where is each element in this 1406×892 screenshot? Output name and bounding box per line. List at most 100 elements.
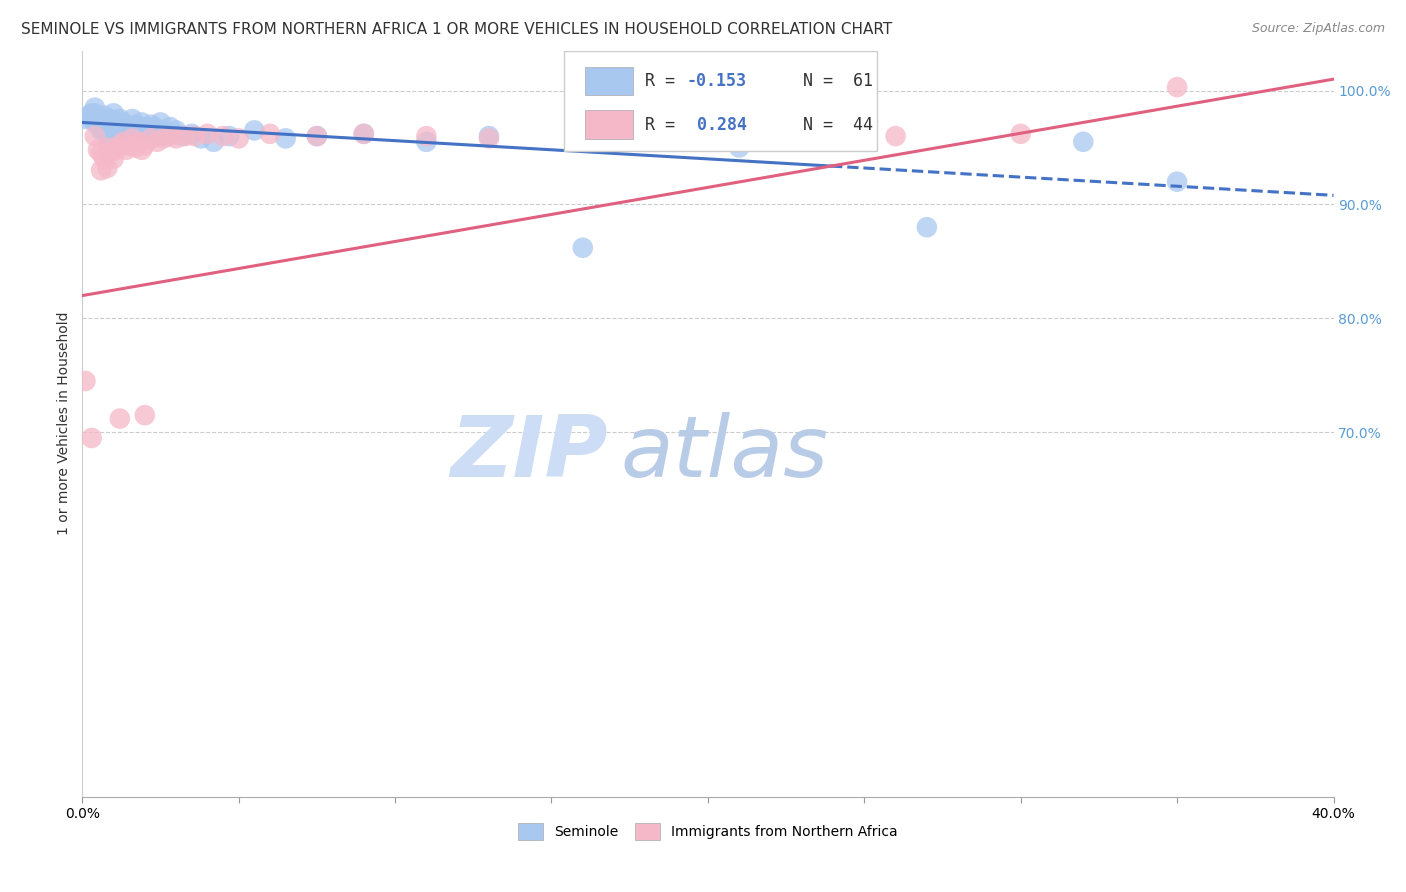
Point <box>96 140 118 154</box>
Point <box>353 127 375 141</box>
Point <box>131 143 153 157</box>
Point <box>305 129 328 144</box>
Point <box>1166 175 1188 189</box>
Text: R =: R = <box>645 72 685 90</box>
FancyBboxPatch shape <box>585 111 633 139</box>
Point <box>197 127 219 141</box>
Point <box>103 152 125 166</box>
Point <box>165 123 187 137</box>
Point <box>90 115 112 129</box>
Point <box>243 123 266 137</box>
Point <box>90 146 112 161</box>
Point <box>83 129 105 144</box>
Point <box>571 127 593 141</box>
Point <box>118 127 141 141</box>
Point <box>159 129 181 144</box>
Text: atlas: atlas <box>620 412 828 495</box>
Point <box>96 127 118 141</box>
Point <box>139 131 162 145</box>
Point <box>172 129 194 144</box>
Point <box>121 123 143 137</box>
Point <box>90 123 112 137</box>
Point <box>180 127 202 141</box>
Point <box>83 115 105 129</box>
Point <box>96 118 118 132</box>
Point <box>83 106 105 120</box>
Point <box>93 123 115 137</box>
Point <box>105 143 128 157</box>
Point <box>111 115 134 129</box>
Point <box>159 120 181 134</box>
Point <box>218 129 240 144</box>
Point <box>146 129 169 144</box>
Text: Source: ZipAtlas.com: Source: ZipAtlas.com <box>1251 22 1385 36</box>
Point <box>1166 80 1188 95</box>
Point <box>115 126 138 140</box>
Point <box>80 431 103 445</box>
Point <box>478 131 501 145</box>
Text: R =: R = <box>645 116 685 134</box>
Point <box>665 129 688 144</box>
Point <box>571 241 593 255</box>
Point <box>90 163 112 178</box>
Point <box>111 123 134 137</box>
Point <box>353 127 375 141</box>
Text: ZIP: ZIP <box>450 412 607 495</box>
Point <box>136 123 159 137</box>
Point <box>728 140 751 154</box>
Point <box>128 120 150 134</box>
Point <box>108 411 131 425</box>
Point <box>87 143 110 157</box>
Text: -0.153: -0.153 <box>686 72 747 90</box>
Point <box>75 374 97 388</box>
FancyBboxPatch shape <box>585 67 633 95</box>
Point <box>415 129 437 144</box>
Point <box>212 129 235 144</box>
Point <box>134 138 156 153</box>
Point <box>139 118 162 132</box>
Point <box>190 131 212 145</box>
Point <box>100 146 122 161</box>
Point <box>108 138 131 153</box>
Point <box>152 123 174 137</box>
Point <box>103 118 125 132</box>
Point <box>274 131 297 145</box>
Point <box>80 112 103 126</box>
Point <box>149 115 172 129</box>
Point <box>143 120 166 134</box>
Point <box>100 112 122 126</box>
Point <box>83 101 105 115</box>
Point <box>305 129 328 144</box>
Y-axis label: 1 or more Vehicles in Household: 1 or more Vehicles in Household <box>58 312 72 535</box>
Point <box>118 138 141 153</box>
Text: N =  61: N = 61 <box>783 72 873 90</box>
Point <box>105 123 128 137</box>
Point <box>93 152 115 166</box>
Point <box>202 135 225 149</box>
Point <box>478 129 501 144</box>
Legend: Seminole, Immigrants from Northern Africa: Seminole, Immigrants from Northern Afric… <box>512 818 903 846</box>
Point <box>184 129 207 144</box>
Point <box>105 115 128 129</box>
Point <box>131 115 153 129</box>
Point <box>228 131 250 145</box>
Point <box>259 127 281 141</box>
FancyBboxPatch shape <box>564 51 877 152</box>
Point <box>75 112 97 126</box>
Point <box>775 131 797 145</box>
Point <box>1071 135 1094 149</box>
Point <box>108 120 131 134</box>
Point <box>87 112 110 126</box>
Point <box>115 118 138 132</box>
Point <box>77 109 100 123</box>
Point <box>915 220 938 235</box>
Point <box>115 143 138 157</box>
Point <box>1010 127 1032 141</box>
Text: N =  44: N = 44 <box>783 116 873 134</box>
Point <box>128 135 150 149</box>
Point <box>152 131 174 145</box>
Point <box>93 115 115 129</box>
Point <box>80 106 103 120</box>
Point <box>146 135 169 149</box>
Point <box>96 161 118 175</box>
